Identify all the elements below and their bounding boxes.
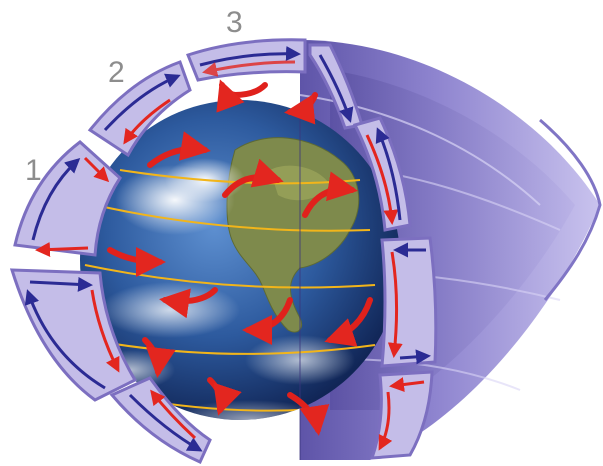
- cutaway-cells: [308, 43, 438, 460]
- wind-arrow: [159, 287, 218, 319]
- circulation-cell-2-lower: [109, 376, 212, 464]
- surface-wind-arrows: [107, 79, 373, 436]
- circulation-cell-3-upper: [186, 38, 307, 82]
- wind-arrow: [142, 337, 176, 378]
- circulation-cell-2-upper: [87, 60, 192, 158]
- circulation-cells: [9, 38, 307, 464]
- wind-arrow: [147, 131, 211, 168]
- wind-arrow: [302, 171, 358, 218]
- wind-arrow: [222, 158, 284, 198]
- wind-arrow: [284, 92, 318, 125]
- cutaway-cell-2: [352, 116, 412, 232]
- wind-arrow: [287, 392, 330, 436]
- cutaway-cell-4: [369, 370, 434, 460]
- cutaway-cell-upper: [308, 43, 364, 130]
- cloud-band-equator: [100, 282, 240, 338]
- wind-arrow: [107, 246, 166, 277]
- wind-arrow: [216, 79, 268, 113]
- cell-label-3: 3: [226, 6, 243, 39]
- circulation-cell-1-lower: [9, 268, 138, 402]
- wind-arrow: [242, 297, 293, 345]
- cell-label-2: 2: [108, 56, 125, 89]
- cutaway-cell-3: [380, 236, 438, 368]
- wind-arrow: [207, 377, 242, 416]
- wind-arrow: [324, 297, 373, 347]
- cell-label-1: 1: [25, 154, 42, 187]
- circulation-cell-1-upper: [13, 140, 122, 258]
